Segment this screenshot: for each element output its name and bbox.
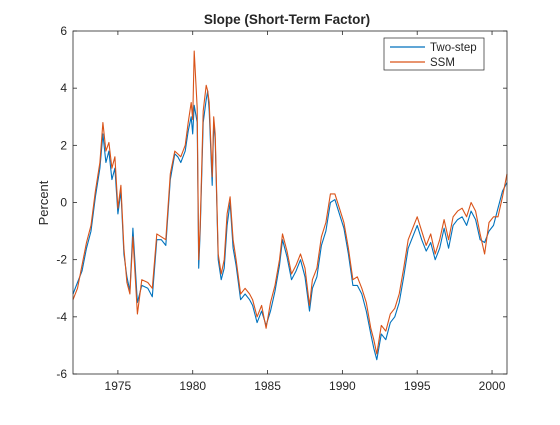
legend: Two-step SSM (383, 37, 485, 71)
x-tick-label: 1985 (254, 379, 281, 393)
y-tick-label: -4 (56, 310, 67, 324)
x-tick-label: 1995 (404, 379, 431, 393)
x-tick-label: 2000 (479, 379, 506, 393)
y-tick-label: -2 (56, 253, 67, 267)
y-tick-label: 6 (60, 24, 67, 38)
x-tick-label: 1990 (329, 379, 356, 393)
y-tick-label: -6 (56, 367, 67, 381)
y-axis-label: Percent (36, 180, 51, 225)
x-tick-label: 1975 (105, 379, 132, 393)
plot-area (73, 31, 507, 374)
legend-label-ssm: SSM (430, 57, 455, 69)
y-tick-label: 4 (60, 81, 67, 95)
x-tick-label: 1980 (179, 379, 206, 393)
chart-title: Slope (Short-Term Factor) (204, 12, 370, 27)
legend-box (383, 37, 485, 71)
y-tick-label: 2 (60, 138, 67, 152)
series-line-ssm (72, 50, 508, 355)
axes-box (72, 30, 508, 375)
legend-label-two-step: Two-step (430, 42, 477, 54)
tick-layer: 1975 1980 1985 1990 1995 2000 -6 -4 -2 0 2 4 6 (56, 24, 507, 393)
series-layer (72, 50, 508, 361)
y-tick-label: 0 (60, 196, 67, 210)
